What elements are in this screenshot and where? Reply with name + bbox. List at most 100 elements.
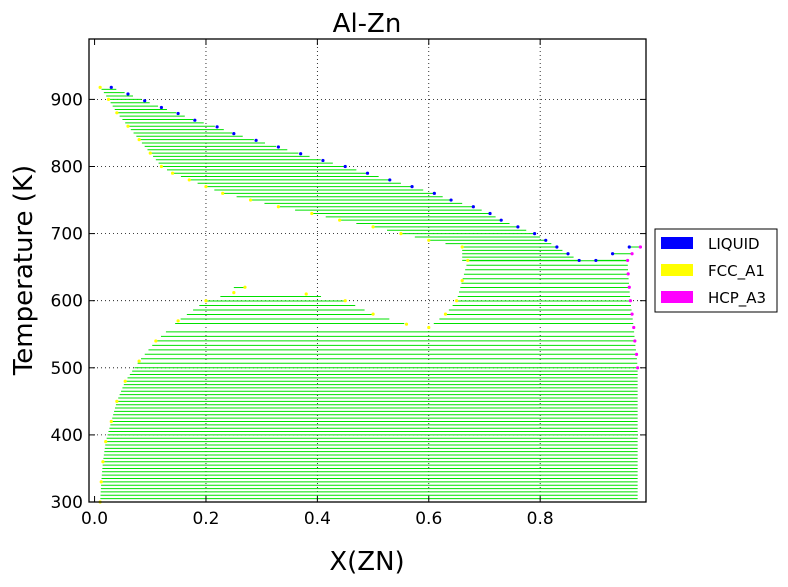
marker-liquid xyxy=(410,185,414,189)
marker-fcc-a1 xyxy=(137,138,141,142)
marker-liquid xyxy=(276,145,280,149)
marker-hcp-a3 xyxy=(634,352,639,356)
phase-boundary-markers xyxy=(98,85,643,504)
y-axis-label: Temperature (K) xyxy=(9,165,39,376)
x-tick-label: 0.8 xyxy=(527,509,554,529)
marker-fcc-a1 xyxy=(371,312,375,316)
marker-liquid xyxy=(215,125,219,129)
marker-liquid xyxy=(159,105,164,110)
marker-fcc-a1 xyxy=(159,164,164,169)
marker-fcc-a1 xyxy=(101,460,105,464)
marker-liquid xyxy=(343,164,347,169)
plot-frame xyxy=(88,38,647,503)
y-tick-label: 500 xyxy=(51,359,83,379)
marker-hcp-a3 xyxy=(633,339,637,343)
marker-liquid xyxy=(544,238,548,242)
marker-hcp-a3 xyxy=(628,299,633,303)
marker-liquid xyxy=(533,231,537,236)
marker-fcc-a1 xyxy=(170,171,175,175)
marker-fcc-a1 xyxy=(460,278,464,283)
marker-fcc-a1 xyxy=(137,359,141,363)
legend-label-fcc-a1: FCC_A1 xyxy=(708,262,765,281)
chart-title: Al-Zn xyxy=(333,9,402,39)
marker-fcc-a1 xyxy=(460,245,464,249)
marker-fcc-a1 xyxy=(427,325,431,330)
marker-hcp-a3 xyxy=(626,258,630,263)
marker-hcp-a3 xyxy=(627,285,631,289)
tie-lines xyxy=(100,88,641,503)
marker-liquid xyxy=(499,218,503,222)
marker-fcc-a1 xyxy=(276,205,280,209)
legend-swatch-fcc-a1 xyxy=(661,264,693,276)
marker-liquid xyxy=(566,252,570,256)
y-tick-label: 800 xyxy=(51,157,83,177)
marker-hcp-a3 xyxy=(632,325,636,330)
y-tick-label: 300 xyxy=(51,493,83,513)
marker-fcc-a1 xyxy=(338,218,342,222)
marker-fcc-a1 xyxy=(123,379,127,383)
marker-liquid xyxy=(577,258,581,263)
marker-liquid xyxy=(516,225,520,229)
marker-fcc-a1 xyxy=(310,211,314,216)
legend-label-hcp-a3: HCP_A3 xyxy=(708,289,766,308)
marker-liquid xyxy=(321,158,325,163)
y-tick-label: 400 xyxy=(51,426,83,446)
marker-liquid xyxy=(449,198,453,202)
marker-fcc-a1 xyxy=(243,285,247,289)
plot-area xyxy=(88,38,647,504)
y-tick-label: 700 xyxy=(51,225,83,245)
x-tick-label: 0.4 xyxy=(304,509,331,529)
marker-fcc-a1 xyxy=(304,292,308,296)
marker-liquid xyxy=(610,252,615,256)
marker-liquid xyxy=(594,258,598,263)
marker-fcc-a1 xyxy=(148,151,152,155)
marker-fcc-a1 xyxy=(371,225,375,229)
marker-fcc-a1 xyxy=(154,339,158,343)
marker-fcc-a1 xyxy=(104,440,108,444)
marker-fcc-a1 xyxy=(343,299,347,303)
marker-fcc-a1 xyxy=(109,419,113,424)
marker-liquid xyxy=(109,85,113,89)
x-tick-label: 0.0 xyxy=(81,509,108,529)
marker-hcp-a3 xyxy=(630,312,634,316)
y-axis-ticks: 300 400 500 600 700 800 900 xyxy=(51,90,646,513)
marker-fcc-a1 xyxy=(427,238,431,242)
marker-liquid xyxy=(555,245,559,249)
marker-fcc-a1 xyxy=(443,312,448,316)
marker-fcc-a1 xyxy=(466,258,470,263)
marker-liquid xyxy=(299,152,303,156)
marker-fcc-a1 xyxy=(126,124,130,128)
marker-fcc-a1 xyxy=(176,319,180,323)
legend-swatch-liquid xyxy=(661,237,693,249)
y-tick-label: 900 xyxy=(51,90,83,110)
marker-hcp-a3 xyxy=(630,252,634,256)
marker-liquid xyxy=(471,205,475,209)
marker-fcc-a1 xyxy=(187,178,191,182)
marker-fcc-a1 xyxy=(455,299,459,303)
marker-fcc-a1 xyxy=(204,299,208,303)
marker-fcc-a1 xyxy=(115,111,119,115)
marker-liquid xyxy=(365,171,370,175)
marker-fcc-a1 xyxy=(232,291,236,295)
legend: LIQUID FCC_A1 HCP_A3 xyxy=(654,228,778,313)
marker-hcp-a3 xyxy=(636,366,640,370)
marker-fcc-a1 xyxy=(221,191,225,195)
marker-fcc-a1 xyxy=(106,97,111,101)
marker-liquid xyxy=(388,178,392,182)
marker-fcc-a1 xyxy=(99,480,103,484)
marker-liquid xyxy=(176,111,180,116)
marker-liquid xyxy=(627,245,631,249)
marker-liquid xyxy=(193,118,197,122)
marker-fcc-a1 xyxy=(404,322,409,326)
x-axis-ticks: 0.0 0.2 0.4 0.6 0.8 xyxy=(81,39,554,529)
marker-liquid xyxy=(432,191,436,195)
marker-fcc-a1 xyxy=(204,185,208,189)
marker-hcp-a3 xyxy=(626,272,630,276)
marker-hcp-a3 xyxy=(638,245,643,249)
marker-fcc-a1 xyxy=(248,198,253,202)
plot-background xyxy=(89,39,646,502)
marker-fcc-a1 xyxy=(98,85,102,89)
marker-liquid xyxy=(143,99,147,103)
marker-liquid xyxy=(232,132,236,136)
marker-liquid xyxy=(488,211,492,216)
